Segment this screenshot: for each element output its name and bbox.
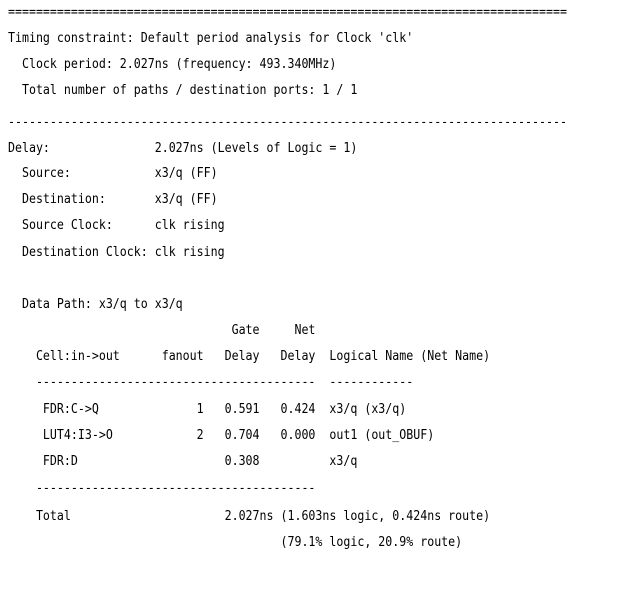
separator-double: ========================================… xyxy=(8,5,567,20)
separator-dashed: ----------------------------------------… xyxy=(8,115,567,130)
paths-count-line: Total number of paths / destination port… xyxy=(8,83,358,98)
source-clock-line: Source Clock: clk rising xyxy=(8,218,225,233)
table-row: FDR:D 0.308 x3/q xyxy=(8,454,358,469)
timing-constraint-title: Timing constraint: Default period analys… xyxy=(8,31,414,46)
table-row: LUT4:I3->O 2 0.704 0.000 out1 (out_OBUF) xyxy=(8,428,435,443)
table-header-columns: Cell:in->out fanout Delay Delay Logical … xyxy=(8,349,491,364)
destination-line: Destination: x3/q (FF) xyxy=(8,192,218,207)
total-percent-line: (79.1% logic, 20.9% route) xyxy=(8,535,463,550)
clock-period-line: Clock period: 2.027ns (frequency: 493.34… xyxy=(8,57,337,72)
total-line: Total 2.027ns (1.603ns logic, 0.424ns ro… xyxy=(8,509,491,524)
table-footer-rule: ---------------------------------------- xyxy=(8,481,316,496)
source-line: Source: x3/q (FF) xyxy=(8,166,218,181)
table-row: FDR:C->Q 1 0.591 0.424 x3/q (x3/q) xyxy=(8,402,407,417)
data-path-line: Data Path: x3/q to x3/q xyxy=(8,297,183,312)
destination-clock-line: Destination Clock: clk rising xyxy=(8,245,225,260)
table-header-gate-net: Gate Net xyxy=(8,323,316,338)
table-header-rule: ----------------------------------------… xyxy=(8,375,414,390)
delay-line: Delay: 2.027ns (Levels of Logic = 1) xyxy=(8,141,358,156)
